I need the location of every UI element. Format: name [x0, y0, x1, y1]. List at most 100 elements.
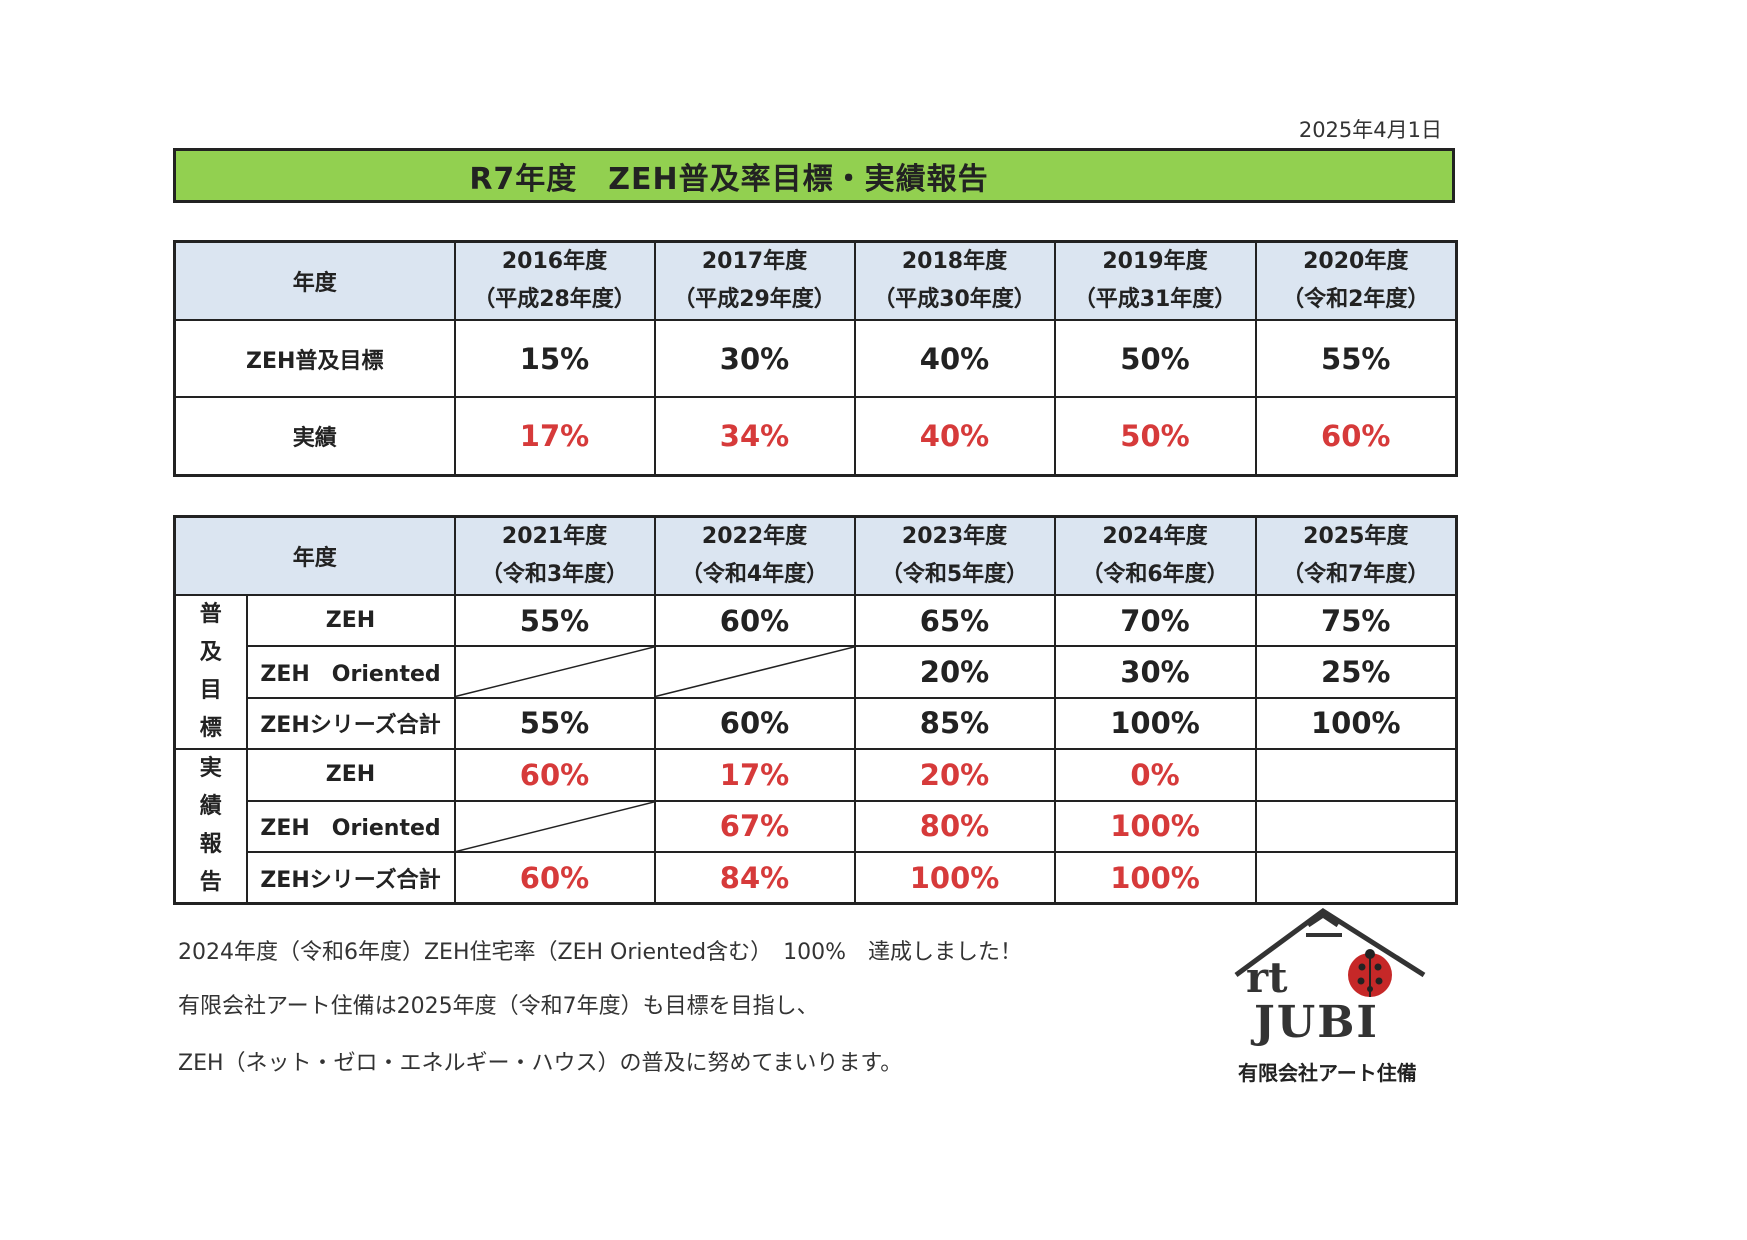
actual-value: 100% [853, 851, 1056, 905]
table-row: 普 及 目 標 ZEH 55% 60% 65% 70% 75% [173, 593, 1458, 750]
na-cell-slashed [453, 799, 656, 853]
actual-value: 17% [453, 396, 656, 476]
row-label: ZEH [245, 593, 456, 648]
table-row: 実績 17% 34% 40% 50% 60% [173, 396, 1458, 476]
era-label: （令和5年度） [880, 562, 1029, 587]
row-label-actual: 実績 [173, 396, 456, 476]
era-label: （令和7年度） [1282, 562, 1430, 587]
group-char: 目 [199, 678, 222, 703]
actual-value-empty [1254, 799, 1458, 853]
table-row: ZEH Oriented 67% 80% 100% [175, 799, 1458, 853]
target-value: 25% [1254, 645, 1458, 699]
year-header: 2018年度 （平成30年度） [853, 240, 1056, 321]
na-cell-slashed [653, 645, 856, 699]
group-char: 実 [199, 756, 222, 781]
table-row: 実 績 報 告 ZEH 60% 17% 20% 0% [173, 748, 1458, 905]
year-header: 2025年度 （令和7年度） [1254, 515, 1458, 596]
target-value: 70% [1053, 593, 1257, 648]
year-label: 2019年度 [1102, 249, 1208, 274]
company-logo: rt JUBI 有限会社アート住備 [1228, 905, 1438, 1085]
title-banner: R7年度 ZEH普及率目標・実績報告 [173, 148, 1455, 203]
logo-company-name: 有限会社アート住備 [1238, 1061, 1417, 1085]
actual-value: 67% [653, 799, 856, 853]
achievement-message: 2024年度（令和6年度）ZEH住宅率（ZEH Oriented含む） 100%… [178, 940, 1022, 965]
era-label: （平成30年度） [873, 287, 1036, 312]
era-label: （令和4年度） [680, 562, 829, 587]
logo-text-jubi: JUBI [1254, 997, 1379, 1048]
target-value: 60% [653, 593, 856, 648]
group-label-target: 普 及 目 標 [173, 594, 248, 750]
group-label-actual: 実 績 報 告 [173, 748, 248, 905]
table-2021-2025: 年度 2021年度 （令和3年度） 2022年度 （令和4年度） 2023年度 （令和… [173, 515, 1459, 905]
target-value: 15% [453, 319, 656, 398]
target-value: 65% [853, 593, 1056, 648]
actual-value: 50% [1053, 396, 1257, 476]
table-2016-2020: 年度 2016年度 （平成28年度） 2017年度 （平成29年度） 2018年度 （… [173, 240, 1458, 477]
row-label: ZEHシリーズ合計 [245, 696, 456, 751]
actual-value-empty [1254, 748, 1458, 802]
group-char: 及 [199, 640, 222, 665]
header-label-year: 年度 [173, 240, 456, 321]
target-value: 55% [453, 593, 656, 648]
year-label: 2025年度 [1303, 524, 1409, 549]
year-label: 2017年度 [701, 249, 808, 274]
actual-value: 60% [1254, 396, 1458, 476]
year-header: 2017年度 （平成29年度） [653, 240, 856, 321]
year-label: 2023年度 [901, 524, 1008, 549]
era-label: （令和6年度） [1081, 562, 1229, 587]
row-label: ZEHシリーズ合計 [245, 851, 456, 905]
row-label: ZEH Oriented [245, 645, 456, 699]
na-cell-slashed [453, 645, 656, 699]
actual-value: 17% [653, 748, 856, 802]
era-label: （令和2年度） [1282, 287, 1430, 312]
table-row: ZEH Oriented 20% 30% 25% [175, 645, 1458, 699]
group-char: 績 [199, 794, 222, 819]
target-value: 40% [853, 319, 1056, 398]
row-label: ZEH Oriented [245, 799, 456, 853]
target-value: 30% [653, 319, 856, 398]
goal-message: 有限会社アート住備は2025年度（令和7年度）も目標を目指し、 [178, 994, 819, 1019]
actual-value: 100% [1053, 799, 1257, 853]
target-value: 20% [853, 645, 1056, 699]
actual-value: 84% [653, 851, 856, 905]
actual-value: 0% [1053, 748, 1257, 802]
page-title: R7年度 ZEH普及率目標・実績報告 [469, 161, 989, 197]
ladybug-icon [1348, 949, 1392, 997]
target-value: 85% [853, 696, 1056, 751]
table-row: ZEHシリーズ合計 60% 84% 100% 100% [175, 851, 1458, 905]
group-char: 標 [199, 716, 222, 741]
target-value: 30% [1053, 645, 1257, 699]
row-label-target: ZEH普及目標 [173, 319, 456, 398]
actual-value: 80% [853, 799, 1056, 853]
target-value: 55% [1254, 319, 1458, 398]
year-label: 2016年度 [501, 249, 608, 274]
year-label: 2024年度 [1102, 524, 1208, 549]
era-label: （平成29年度） [673, 287, 836, 312]
actual-value: 20% [853, 748, 1056, 802]
actual-value: 60% [453, 748, 656, 802]
year-label: 2020年度 [1303, 249, 1409, 274]
year-label: 2022年度 [701, 524, 808, 549]
logo-text-rt: rt [1246, 953, 1288, 1002]
target-value: 100% [1053, 696, 1257, 751]
actual-value-empty [1254, 851, 1458, 905]
table-row: ZEHシリーズ合計 55% 60% 85% 100% 100% [175, 696, 1458, 751]
group-char: 告 [199, 870, 222, 895]
actual-value: 60% [453, 851, 656, 905]
actual-value: 100% [1053, 851, 1257, 905]
group-char: 報 [199, 832, 222, 857]
year-header: 2022年度 （令和4年度） [653, 515, 856, 596]
target-value: 55% [453, 696, 656, 751]
group-char: 普 [199, 602, 222, 627]
year-label: 2018年度 [901, 249, 1008, 274]
target-value: 50% [1053, 319, 1257, 398]
era-label: （平成28年度） [473, 287, 636, 312]
target-value: 75% [1254, 593, 1458, 648]
target-value: 100% [1254, 696, 1458, 751]
year-header: 2021年度 （令和3年度） [453, 515, 656, 596]
promotion-message: ZEH（ネット・ゼロ・エネルギー・ハウス）の普及に努めてまいります。 [178, 1051, 903, 1076]
era-label: （令和3年度） [480, 562, 629, 587]
year-header: 2016年度 （平成28年度） [453, 240, 656, 321]
house-roof-icon [1234, 907, 1426, 997]
row-label: ZEH [245, 748, 456, 802]
